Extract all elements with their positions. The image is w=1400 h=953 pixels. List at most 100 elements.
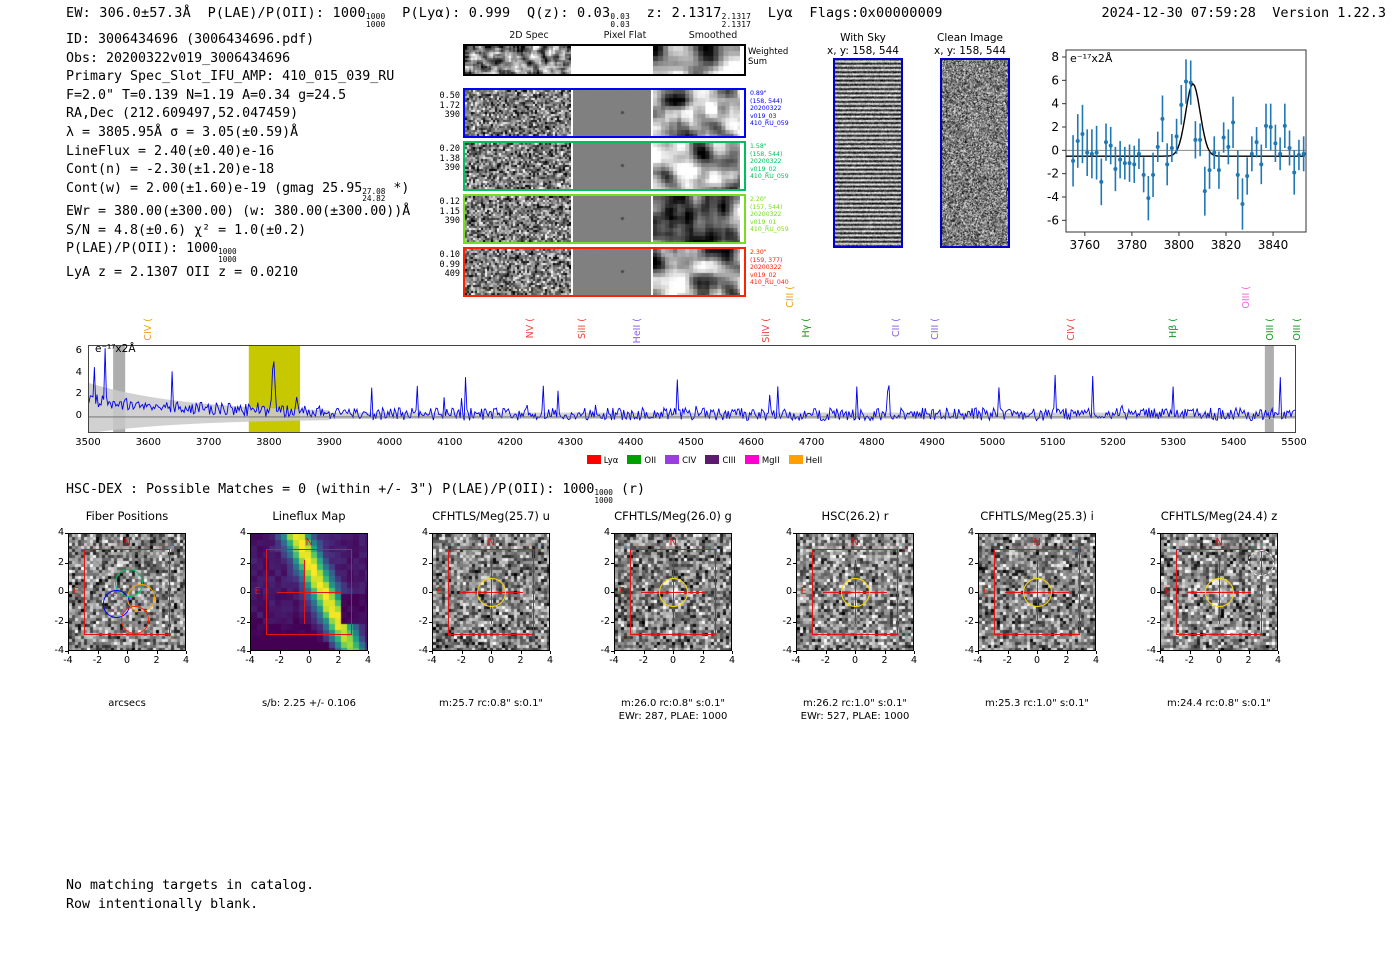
source-info-block: ID: 3006434696 (3006434696.pdf) Obs: 202… (66, 31, 410, 282)
line-fit-flux-units: e⁻¹⁷x2Å (1070, 52, 1113, 65)
legend-label: MgII (761, 456, 780, 466)
north-label: N (305, 537, 313, 549)
aperture-circle (1022, 577, 1052, 607)
spectrum-line-label: CIV ( (1065, 318, 1077, 341)
header-plya: P(Lyα): 0.999 (402, 5, 511, 21)
cutout-ytick-mark (793, 592, 796, 593)
cutout-xtick: 2 (1245, 655, 1252, 666)
cutout-caption-line: arcsecs (108, 698, 146, 709)
spectrum-ytick: 2 (75, 388, 82, 400)
spec2d-fiber-row (463, 247, 746, 297)
cutout-ytick: -4 (418, 645, 428, 656)
cutout-ytick-mark (247, 651, 250, 652)
spectrum-line-label: CIII ( (930, 318, 942, 340)
cutout-xtick: -4 (245, 655, 255, 666)
spectrum-line-label: NV ( (524, 318, 536, 339)
legend-label: OII (644, 456, 657, 466)
cutout-xtick: -2 (456, 655, 467, 666)
cutout-xtick: 4 (728, 655, 736, 666)
cutout-xtick-mark (978, 651, 979, 654)
cutout-ytick: -4 (600, 645, 610, 656)
spectrum-ytick: 0 (75, 409, 82, 421)
cutout-xtick: -2 (1002, 655, 1013, 666)
cutout-ytick-mark (975, 592, 978, 593)
cutout-ytick: -4 (236, 645, 246, 656)
cutout-caption-line: s/b: 2.25 +/- 0.106 (261, 698, 357, 709)
cutout-ytick-mark (611, 562, 614, 564)
cutout-xtick-mark (338, 651, 340, 654)
spectrum-xtick: 5200 (1100, 437, 1126, 448)
header-z-sup: 2.1317 (721, 11, 752, 21)
cutout-ytick-mark (975, 621, 978, 623)
cutout-ytick: 0 (57, 586, 64, 597)
target-marker: + (110, 590, 117, 601)
info-plae-sup: 1000 (218, 247, 237, 257)
spec2d-fiber-meta-line: v019_02 (750, 271, 777, 279)
cutout-ytick-mark (1157, 592, 1160, 593)
spectrum-svg (89, 346, 1295, 432)
footer-note: No matching targets in catalog. Row inte… (66, 876, 314, 914)
cutout-image[interactable]: + N E (68, 533, 186, 651)
info-cont-w-pre: Cont(w) = 2.00(±1.60)e-19 (gmag 25.95 (66, 180, 363, 196)
info-id: ID: 3006434696 (3006434696.pdf) (66, 32, 315, 47)
cutout-ytick: 0 (1149, 586, 1156, 597)
cutout-xtick-mark (732, 651, 733, 654)
cutout-caption-line: EWr: 287, PLAE: 1000 (618, 711, 728, 722)
cutout-xtick-mark (614, 651, 615, 654)
cutout-xtick: 2 (335, 655, 342, 666)
survey-footprint-box (84, 549, 170, 635)
spec2d-fiber-meta-line: 1.58" (750, 143, 767, 150)
cutout-ytick: 0 (239, 586, 246, 597)
cutout-xtick-mark (1096, 651, 1097, 654)
fiber-aperture-circle (121, 605, 150, 634)
spec2d-fiber-weight-value: 390 (444, 110, 460, 120)
cutout-caption-line: m:25.7 rc:0.8" s:0.1" (438, 698, 544, 709)
legend-swatch (665, 455, 680, 464)
cutout-ytick: 2 (785, 556, 792, 568)
cutout-ytick: -2 (54, 615, 64, 627)
spectrum-line-label: CIII ( (785, 286, 797, 308)
east-label: E (1164, 586, 1171, 598)
spec2d-cell-2dspec (465, 196, 572, 242)
cutout-title: Lineflux Map (272, 509, 346, 523)
cutout-xtick-mark (368, 651, 369, 654)
cutout-xtick: 0 (851, 655, 859, 666)
line-fit-svg: -6 -4 -2 0 2 4 6 8 3760 3780 3800 3820 3840 e⁻¹⁷x2Å (1047, 49, 1307, 252)
spectrum-ytick: 4 (75, 366, 82, 378)
spectrum-xtick: 4200 (497, 437, 523, 448)
cutout-xtick: -2 (274, 655, 285, 666)
thumbnail-title: Clean Image (936, 32, 1004, 44)
header-summary: EW: 306.0±57.3Å P(LAE)/P(OII): 1000 1000 1… (66, 5, 943, 29)
survey-footprint-box (994, 549, 1080, 635)
cutout-ytick-mark (429, 562, 432, 564)
cutout-caption: m:26.2 rc:1.0" s:0.1" EWr: 527, PLAE: 100… (755, 697, 955, 723)
cutout-caption-line: m:24.4 rc:0.8" s:0.1" (1166, 698, 1272, 709)
spec2d-fiber-meta: 2.20" (157, 544) 20200322 v019_01 410_RU_059 (750, 196, 810, 234)
cutout-ytick-mark (611, 533, 614, 534)
spec2d-cell-2dspec (465, 90, 572, 136)
cutout-caption: m:26.0 rc:0.8" s:0.1" EWr: 287, PLAE: 100… (573, 697, 773, 723)
spectrum-line-label: OIII ( (1240, 286, 1252, 309)
cutout-ytick: -2 (1146, 615, 1156, 627)
cutout-caption: s/b: 2.25 +/- 0.106 (209, 697, 409, 710)
cutout-xtick-mark (1219, 651, 1220, 654)
spec2d-fiber-weight-value: 0.99 (439, 259, 460, 270)
aperture-circle (840, 577, 870, 607)
header-plae-sup: 1000 (365, 11, 386, 21)
cutout-xtick-mark (491, 651, 492, 654)
cutout-xtick-mark (884, 651, 886, 654)
svg-text:6: 6 (1051, 73, 1059, 87)
header-ew: EW: 306.0±57.3Å (66, 5, 191, 21)
cutout-ytick: -4 (54, 645, 64, 656)
spec2d-fiber-meta-line: 410_RU_059 (750, 173, 789, 181)
legend-swatch (705, 455, 720, 464)
cutout-xtick: -4 (427, 655, 437, 666)
cutout-xtick-mark (796, 651, 797, 654)
aperture-circle (476, 577, 506, 607)
